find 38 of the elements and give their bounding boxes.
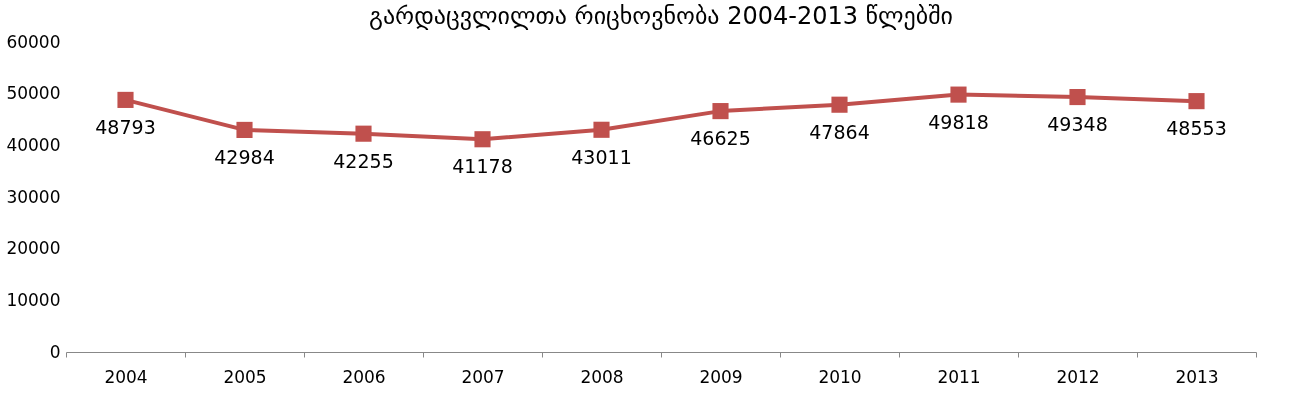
x-tick-label: 2010: [818, 366, 862, 387]
data-label: 43011: [571, 145, 632, 168]
x-tick-label: 2007: [461, 366, 505, 387]
x-tick-label: 2005: [223, 366, 267, 387]
point: [593, 121, 610, 138]
point: [1188, 93, 1205, 110]
x-tick-label: 2013: [1175, 366, 1219, 387]
point: [474, 131, 491, 148]
data-label: 49818: [928, 110, 989, 133]
data-label: 48793: [95, 115, 156, 138]
point: [950, 86, 967, 103]
data-label: 46625: [690, 127, 751, 150]
y-tick-label: 30000: [6, 186, 61, 207]
data-label: 49348: [1047, 113, 1108, 136]
point: [355, 125, 372, 142]
chart-title: გარდაცვლილთა რიცხოვნობა 2004-2013 წლებში: [368, 2, 954, 30]
y-tick-label: 20000: [6, 238, 61, 259]
point: [117, 91, 134, 108]
x-tick-label: 2012: [1056, 366, 1100, 387]
data-label: 42255: [333, 149, 394, 172]
point: [1069, 88, 1086, 106]
data-label: 41178: [452, 155, 513, 178]
point: [831, 96, 848, 113]
y-tick-label: 50000: [6, 83, 61, 104]
x-tick-label: 2004: [104, 366, 148, 387]
point: [712, 103, 729, 120]
data-label: 48553: [1166, 117, 1227, 140]
x-tick-label: 2008: [580, 366, 624, 387]
y-tick-label: 10000: [6, 289, 61, 310]
y-tick-label: 60000: [6, 31, 61, 52]
data-label: 47864: [809, 120, 870, 143]
y-tick-label: 40000: [6, 134, 61, 155]
x-tick-label: 2006: [342, 366, 386, 387]
x-tick-label: 2009: [699, 366, 743, 387]
x-tick-label: 2011: [937, 366, 981, 387]
data-label: 42984: [214, 145, 275, 168]
y-tick-label: 0: [49, 341, 61, 362]
point: [236, 121, 253, 138]
